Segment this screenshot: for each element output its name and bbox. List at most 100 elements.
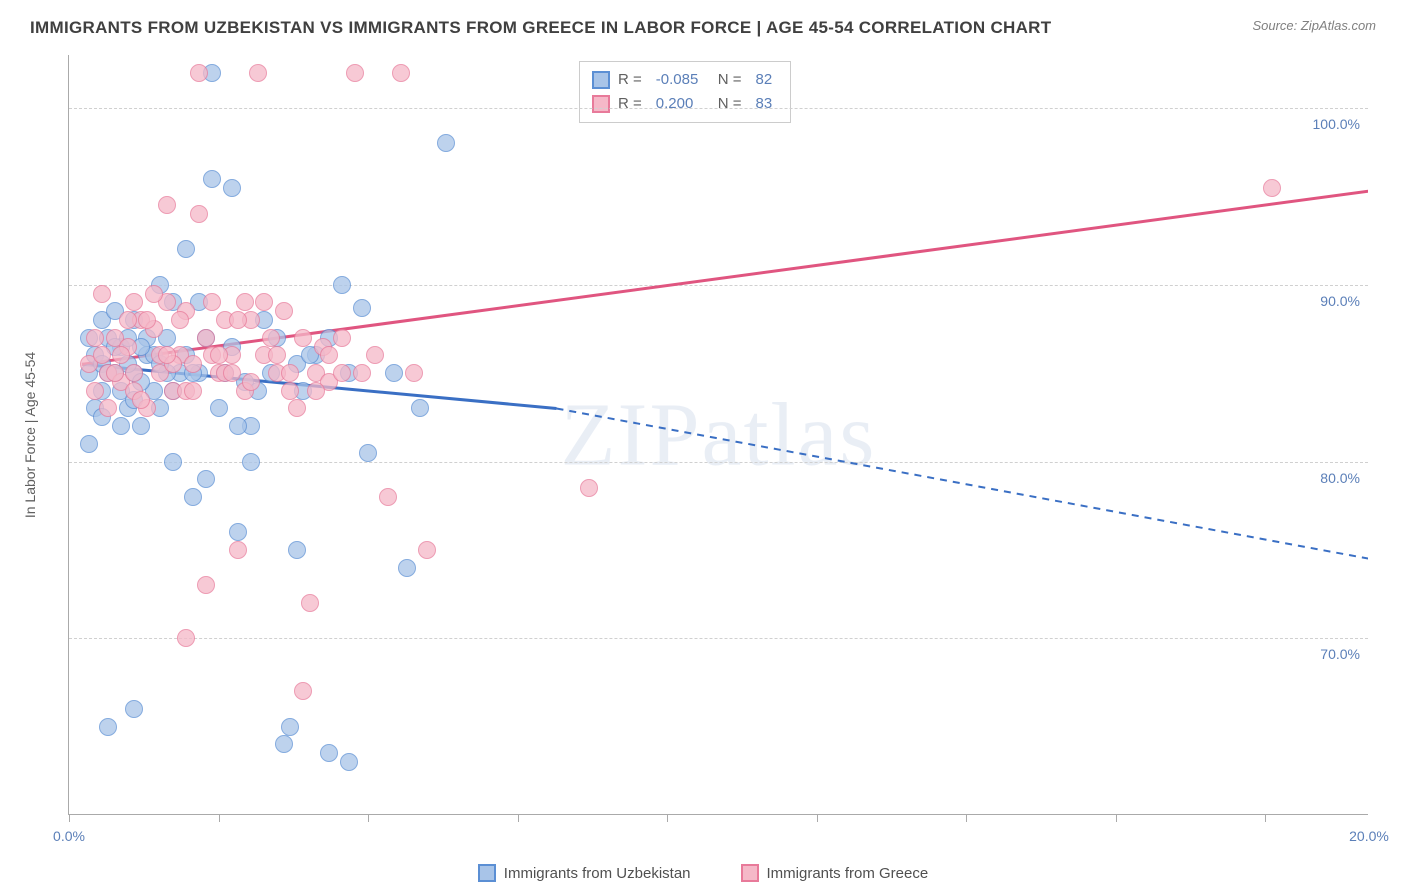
- data-point: [353, 299, 371, 317]
- gridline: [69, 285, 1368, 286]
- chart-container: In Labor Force | Age 45-54 ZIPatlas R =-…: [50, 55, 1380, 815]
- stat-n-label: N =: [718, 92, 742, 116]
- data-point: [353, 364, 371, 382]
- x-tick: [1116, 814, 1117, 822]
- data-point: [249, 64, 267, 82]
- x-tick: [518, 814, 519, 822]
- x-tick-label: 20.0%: [1349, 828, 1389, 844]
- data-point: [294, 682, 312, 700]
- data-point: [320, 744, 338, 762]
- data-point: [229, 523, 247, 541]
- data-point: [86, 382, 104, 400]
- data-point: [132, 417, 150, 435]
- data-point: [125, 364, 143, 382]
- data-point: [229, 541, 247, 559]
- data-point: [366, 346, 384, 364]
- data-point: [132, 391, 150, 409]
- data-point: [190, 205, 208, 223]
- data-point: [119, 311, 137, 329]
- data-point: [268, 346, 286, 364]
- data-point: [158, 196, 176, 214]
- data-point: [177, 629, 195, 647]
- stats-row: R = -0.085 N = 82: [592, 68, 778, 92]
- stat-n-label: N =: [718, 68, 742, 92]
- data-point: [333, 276, 351, 294]
- data-point: [184, 488, 202, 506]
- data-point: [288, 541, 306, 559]
- data-point: [275, 302, 293, 320]
- data-point: [281, 718, 299, 736]
- data-point: [301, 594, 319, 612]
- data-point: [405, 364, 423, 382]
- stat-n-value: 83: [750, 92, 779, 116]
- data-point: [210, 346, 228, 364]
- data-point: [184, 355, 202, 373]
- legend-swatch: [592, 71, 610, 89]
- data-point: [379, 488, 397, 506]
- data-point: [112, 346, 130, 364]
- legend-label: Immigrants from Uzbekistan: [504, 865, 691, 882]
- data-point: [281, 382, 299, 400]
- data-point: [411, 399, 429, 417]
- data-point: [106, 364, 124, 382]
- data-point: [580, 479, 598, 497]
- stats-row: R =0.200N =83: [592, 92, 778, 116]
- data-point: [93, 346, 111, 364]
- stat-n-value: 82: [750, 68, 779, 92]
- y-tick-label: 80.0%: [1320, 470, 1360, 486]
- data-point: [223, 179, 241, 197]
- data-point: [262, 329, 280, 347]
- source-attribution: Source: ZipAtlas.com: [1252, 18, 1376, 33]
- gridline: [69, 638, 1368, 639]
- data-point: [197, 329, 215, 347]
- data-point: [281, 364, 299, 382]
- data-point: [125, 700, 143, 718]
- y-tick-label: 100.0%: [1313, 116, 1360, 132]
- gridline: [69, 462, 1368, 463]
- legend-item: Immigrants from Greece: [741, 864, 929, 882]
- data-point: [333, 364, 351, 382]
- data-point: [229, 311, 247, 329]
- data-point: [125, 293, 143, 311]
- data-point: [236, 293, 254, 311]
- x-tick: [966, 814, 967, 822]
- data-point: [171, 311, 189, 329]
- x-tick: [219, 814, 220, 822]
- x-tick: [1265, 814, 1266, 822]
- data-point: [203, 293, 221, 311]
- data-point: [242, 373, 260, 391]
- data-point: [86, 329, 104, 347]
- data-point: [210, 399, 228, 417]
- stat-r-label: R =: [618, 68, 642, 92]
- stat-r-value: 0.200: [650, 92, 710, 116]
- x-tick: [817, 814, 818, 822]
- data-point: [307, 382, 325, 400]
- watermark: ZIPatlas: [561, 383, 877, 486]
- stat-r-value: -0.085: [650, 68, 710, 92]
- data-point: [99, 399, 117, 417]
- data-point: [190, 64, 208, 82]
- data-point: [164, 453, 182, 471]
- data-point: [392, 64, 410, 82]
- series-legend: Immigrants from Uzbekistan Immigrants fro…: [0, 864, 1406, 882]
- data-point: [255, 293, 273, 311]
- data-point: [398, 559, 416, 577]
- data-point: [112, 417, 130, 435]
- data-point: [275, 735, 293, 753]
- data-point: [242, 453, 260, 471]
- data-point: [294, 329, 312, 347]
- data-point: [203, 170, 221, 188]
- x-tick-label: 0.0%: [53, 828, 85, 844]
- legend-swatch: [592, 95, 610, 113]
- stats-legend-box: R = -0.085 N = 82R = 0.200 N = 83: [579, 61, 791, 123]
- gridline: [69, 108, 1368, 109]
- data-point: [320, 346, 338, 364]
- y-axis-label: In Labor Force | Age 45-54: [22, 352, 38, 518]
- data-point: [333, 329, 351, 347]
- y-tick-label: 90.0%: [1320, 293, 1360, 309]
- data-point: [359, 444, 377, 462]
- data-point: [340, 753, 358, 771]
- x-tick: [667, 814, 668, 822]
- chart-title: IMMIGRANTS FROM UZBEKISTAN VS IMMIGRANTS…: [30, 18, 1051, 38]
- data-point: [184, 382, 202, 400]
